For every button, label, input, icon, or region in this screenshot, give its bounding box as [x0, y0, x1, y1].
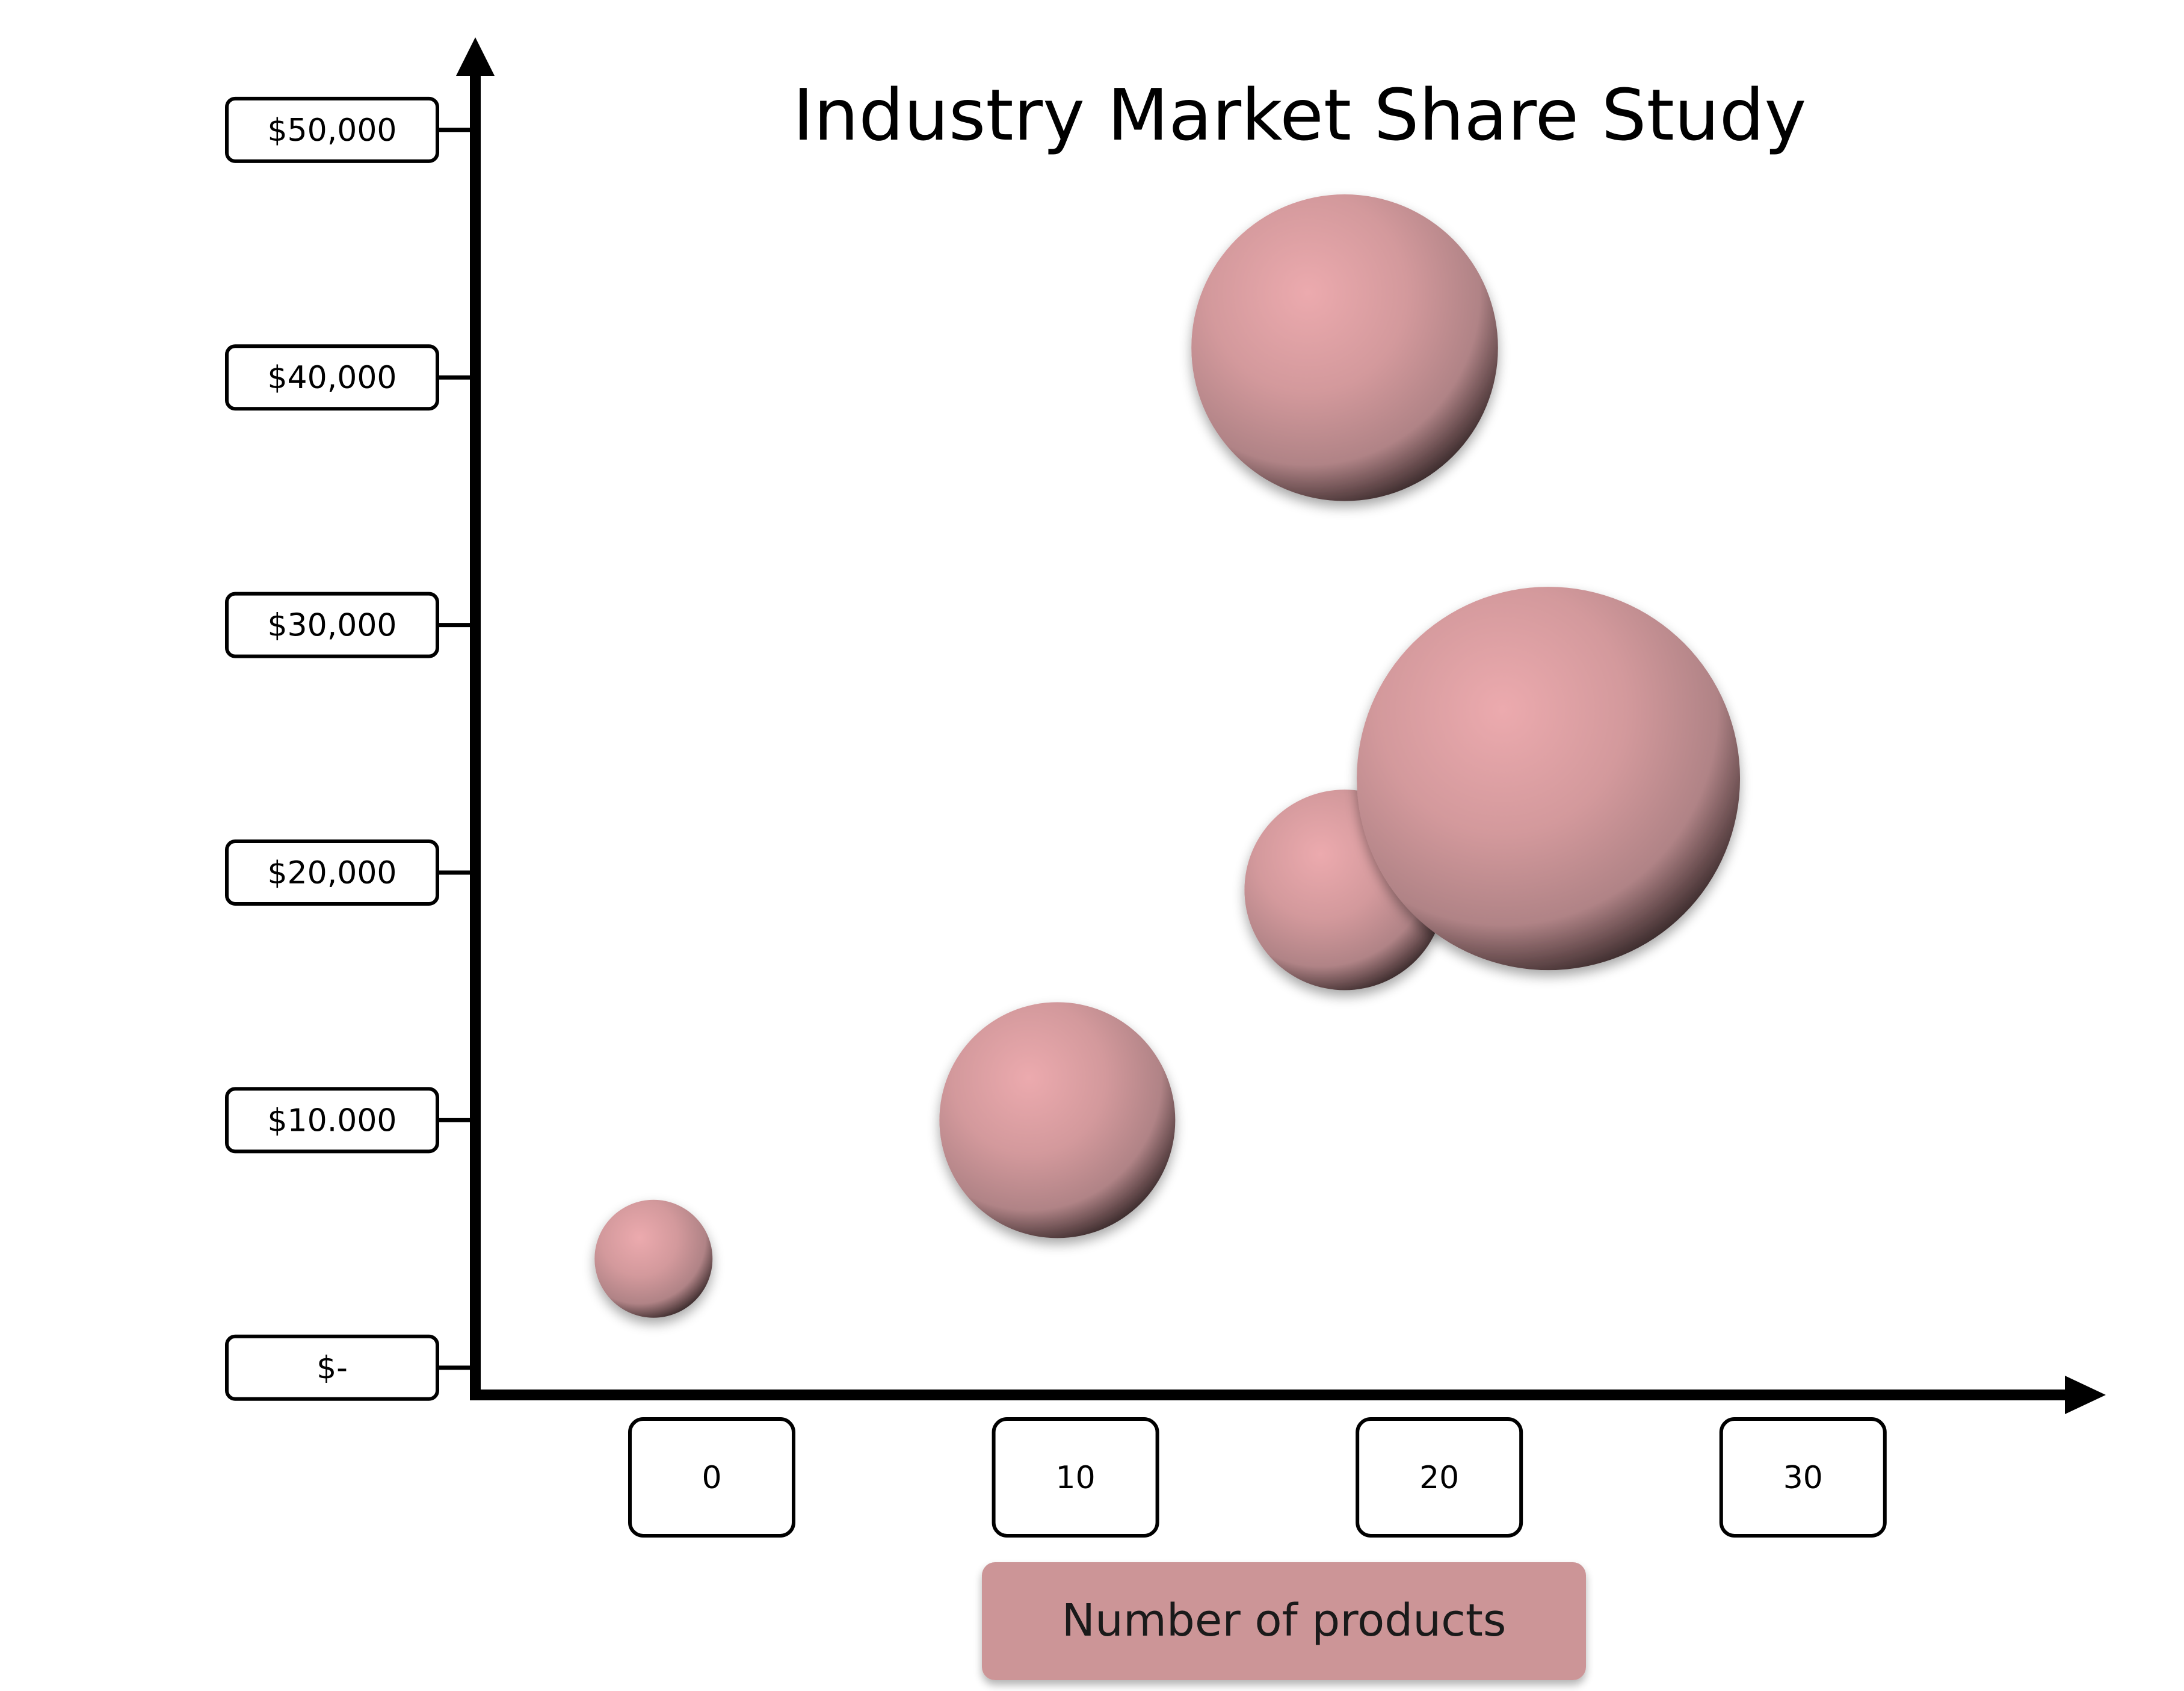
x-axis-label-box: [982, 1562, 1586, 1680]
bubble: [594, 1199, 713, 1318]
y-tick: $20,000: [225, 839, 475, 906]
y-tick-label: $20,000: [267, 855, 396, 891]
y-tick-label: $50,000: [267, 113, 396, 149]
x-tick-box: [1719, 1417, 1887, 1538]
y-tick: $50,000: [225, 96, 475, 163]
y-tick-box: [225, 1334, 439, 1401]
bubble-body: [594, 1199, 713, 1318]
x-tick: 20: [1356, 1417, 1523, 1538]
x-tick-box: [992, 1417, 1159, 1538]
y-tick-label: $40,000: [267, 360, 396, 396]
x-tick-label: 30: [1783, 1460, 1823, 1496]
chart-title: Industry Market Share Study: [793, 73, 1807, 156]
bubble-body: [939, 1002, 1176, 1238]
x-axis-label-text: Number of products: [1062, 1595, 1507, 1646]
y-tick: $-: [225, 1334, 475, 1401]
x-tick-label: 20: [1419, 1460, 1459, 1496]
y-tick-box: [225, 592, 439, 658]
x-axis-arrow: [2065, 1376, 2106, 1414]
y-tick: $10.000: [225, 1087, 475, 1154]
x-tick-box: [1356, 1417, 1523, 1538]
x-tick: 10: [992, 1417, 1159, 1538]
y-tick-label: $30,000: [267, 608, 396, 644]
y-tick-box: [225, 839, 439, 906]
x-tick: 30: [1719, 1417, 1887, 1538]
y-tick: $30,000: [225, 592, 475, 658]
x-tick-label: 10: [1056, 1460, 1096, 1496]
y-axis-arrow: [456, 37, 495, 76]
bubbles: [594, 194, 1741, 1318]
bubble: [939, 1002, 1176, 1238]
x-tick-label: 0: [702, 1460, 721, 1496]
axes: [456, 37, 2106, 1414]
bubble: [1357, 587, 1741, 971]
y-tick-box: [225, 1087, 439, 1154]
x-tick-box: [628, 1417, 795, 1538]
y-tick-label: $-: [316, 1350, 348, 1386]
y-tick: $40,000: [225, 344, 475, 411]
x-tick: 0: [628, 1417, 795, 1538]
y-ticks: $- $10.000 $20,000 $30,000 $40,000 $50,000: [225, 96, 475, 1401]
y-tick-label: $10.000: [267, 1102, 396, 1139]
bubble-body: [1357, 587, 1741, 971]
bubble-body: [1191, 194, 1498, 501]
y-tick-box: [225, 96, 439, 163]
bubble: [1191, 194, 1498, 501]
x-axis-label: Number of products: [982, 1562, 1586, 1680]
x-ticks: 0 10 20 30: [628, 1417, 1887, 1538]
y-tick-box: [225, 344, 439, 411]
